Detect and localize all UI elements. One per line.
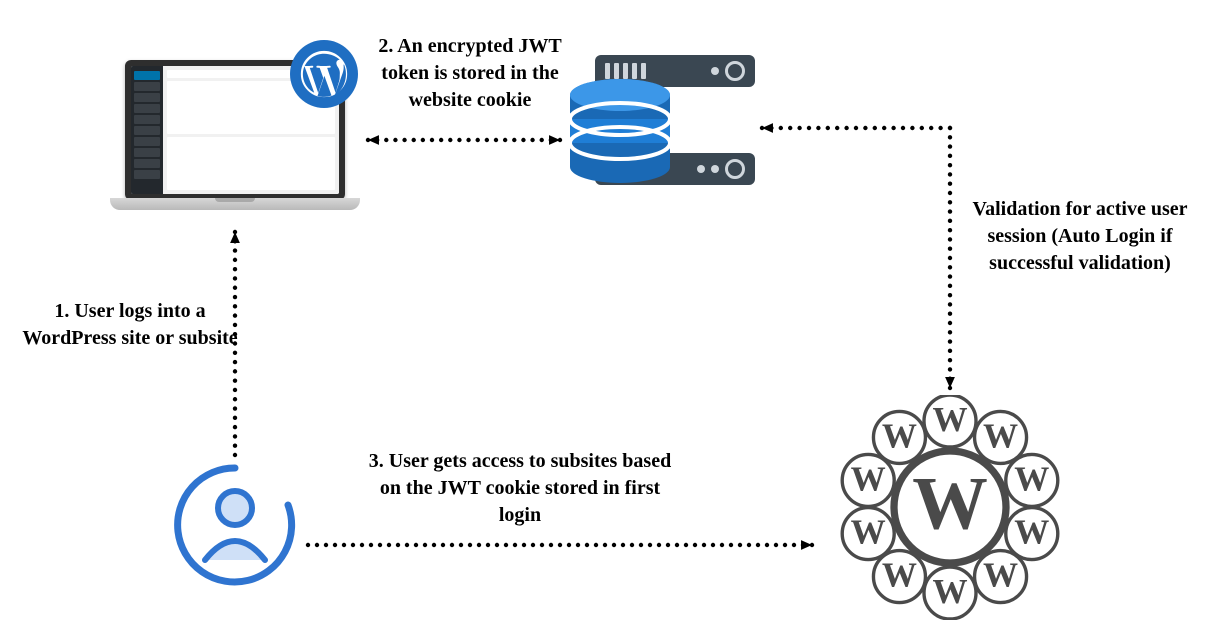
wordpress-logo-icon bbox=[290, 40, 358, 108]
step2-label: 2. An encrypted JWT token is stored in t… bbox=[370, 33, 570, 114]
database-cylinder-icon bbox=[565, 77, 675, 187]
svg-text:W: W bbox=[983, 416, 1018, 455]
svg-text:W: W bbox=[851, 512, 886, 551]
svg-text:W: W bbox=[983, 555, 1018, 594]
user-icon bbox=[170, 460, 300, 590]
svg-text:W: W bbox=[932, 400, 967, 439]
svg-text:W: W bbox=[912, 462, 988, 545]
validation-label: Validation for active user session (Auto… bbox=[955, 196, 1205, 277]
svg-text:W: W bbox=[882, 416, 917, 455]
step1-label: 1. User logs into a WordPress site or su… bbox=[15, 298, 245, 352]
step3-label: 3. User gets access to subsites based on… bbox=[360, 448, 680, 529]
svg-text:W: W bbox=[851, 459, 886, 498]
svg-text:W: W bbox=[1014, 512, 1049, 551]
svg-text:W: W bbox=[882, 555, 917, 594]
laptop-base bbox=[110, 198, 360, 210]
wp-admin-sidebar bbox=[131, 66, 163, 194]
svg-text:W: W bbox=[932, 572, 967, 611]
database-servers bbox=[565, 55, 755, 200]
svg-text:W: W bbox=[1014, 459, 1049, 498]
wp-multisite-cluster-icon: WWWWWWWWWWW bbox=[820, 395, 1080, 620]
